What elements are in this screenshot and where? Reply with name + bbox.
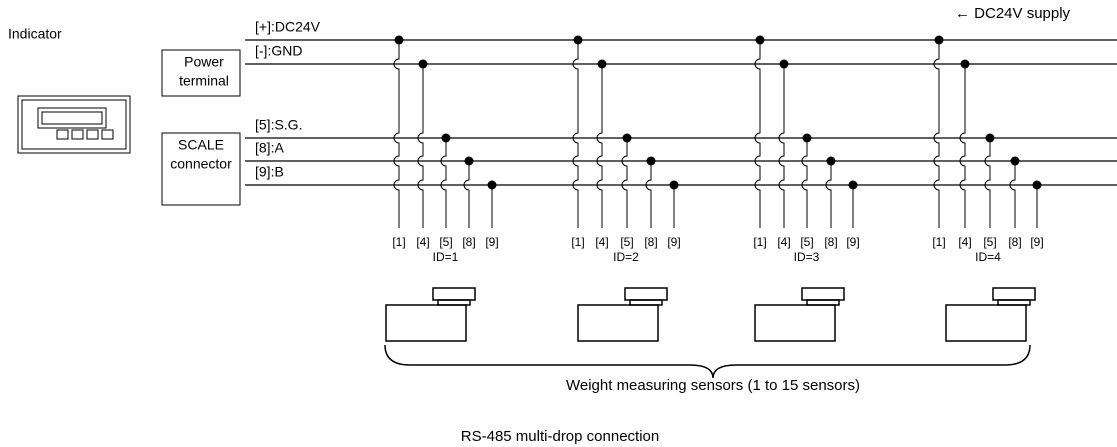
indicator-device: [17, 95, 131, 154]
pin-label: [9]: [667, 235, 680, 249]
bus-line-label: [9]:B: [255, 164, 284, 180]
pin-label: [5]: [439, 235, 452, 249]
sensor-head: [432, 287, 476, 301]
power-terminal-label: Power: [184, 54, 224, 70]
sensor-neck: [806, 299, 840, 306]
bus-line-label: [-]:GND: [255, 43, 302, 59]
drop-wire: [933, 40, 940, 228]
bus-line-label: [8]:A: [255, 140, 284, 156]
pin-label: [5]: [620, 235, 633, 249]
drop-wire: [572, 40, 579, 228]
sensor-body: [945, 304, 1027, 342]
junction-dot: [464, 156, 474, 166]
bus-line-label: [5]:S.G.: [255, 117, 302, 133]
junction-dot: [394, 35, 404, 45]
junction-dot: [573, 35, 583, 45]
junction-dot: [779, 59, 789, 69]
drop-wire: [463, 161, 470, 228]
power-terminal-label: terminal: [179, 73, 229, 89]
pin-label: [8]: [462, 235, 475, 249]
junction-dot: [646, 156, 656, 166]
pin-label: [8]: [1008, 235, 1021, 249]
junction-dot: [622, 133, 632, 143]
sensor-neck: [997, 299, 1031, 306]
junction-dot: [848, 180, 858, 190]
drop-wire: [778, 64, 785, 228]
drop-wire: [984, 138, 991, 228]
junction-dot: [441, 133, 451, 143]
sensor-id: ID=2: [613, 250, 639, 264]
bus-line-label: [+]:DC24V: [255, 19, 321, 35]
caption: RS-485 multi-drop connection: [461, 428, 659, 445]
drop-wire: [393, 40, 400, 228]
junction-dot: [1010, 156, 1020, 166]
power-terminal-box: [161, 49, 241, 97]
junction-dot: [418, 59, 428, 69]
junction-dot: [669, 180, 679, 190]
sensor-head: [801, 287, 845, 301]
drop-wire: [596, 64, 603, 228]
junction-dot: [985, 133, 995, 143]
junction-dot: [755, 35, 765, 45]
sensor-head: [992, 287, 1036, 301]
sensor-neck: [437, 299, 471, 306]
junction-dot: [1032, 180, 1042, 190]
sensor-neck: [629, 299, 663, 306]
drop-wire: [1009, 161, 1016, 228]
pin-label: [8]: [644, 235, 657, 249]
drop-wire: [621, 138, 628, 228]
junction-dot: [934, 35, 944, 45]
pin-label: [8]: [824, 235, 837, 249]
pin-label: [4]: [416, 235, 429, 249]
sensor-body: [385, 304, 467, 342]
scale-connector-label: SCALE: [178, 137, 224, 153]
pin-label: [1]: [753, 235, 766, 249]
sensor-body: [577, 304, 659, 342]
sensor-head: [624, 287, 668, 301]
scale-connector-box: [161, 132, 241, 206]
sensors-label: Weight measuring sensors (1 to 15 sensor…: [566, 377, 860, 394]
drop-wire: [417, 64, 424, 228]
brace: [384, 344, 1031, 379]
pin-label: [9]: [846, 235, 859, 249]
pin-label: [5]: [800, 235, 813, 249]
junction-dot: [487, 180, 497, 190]
junction-dot: [802, 133, 812, 143]
pin-label: [4]: [595, 235, 608, 249]
drop-wire: [645, 161, 652, 228]
drop-wire: [825, 161, 832, 228]
sensor-body: [754, 304, 836, 342]
pin-label: [5]: [983, 235, 996, 249]
pin-label: [4]: [777, 235, 790, 249]
junction-dot: [960, 59, 970, 69]
scale-connector-label: connector: [170, 156, 232, 172]
indicator-label: Indicator: [8, 26, 62, 42]
pin-label: [1]: [392, 235, 405, 249]
pin-label: [1]: [932, 235, 945, 249]
sensor-id: ID=1: [433, 250, 459, 264]
pin-label: [9]: [1030, 235, 1043, 249]
drop-wire: [801, 138, 808, 228]
pin-label: [4]: [958, 235, 971, 249]
drop-wire: [959, 64, 966, 228]
sensor-id: ID=3: [794, 250, 820, 264]
junction-dot: [826, 156, 836, 166]
sensor-id: ID=4: [975, 250, 1001, 264]
drop-wire: [754, 40, 761, 228]
drop-wire: [440, 138, 447, 228]
supply-note: ← DC24V supply: [955, 5, 1071, 22]
pin-label: [1]: [571, 235, 584, 249]
pin-label: [9]: [485, 235, 498, 249]
junction-dot: [597, 59, 607, 69]
